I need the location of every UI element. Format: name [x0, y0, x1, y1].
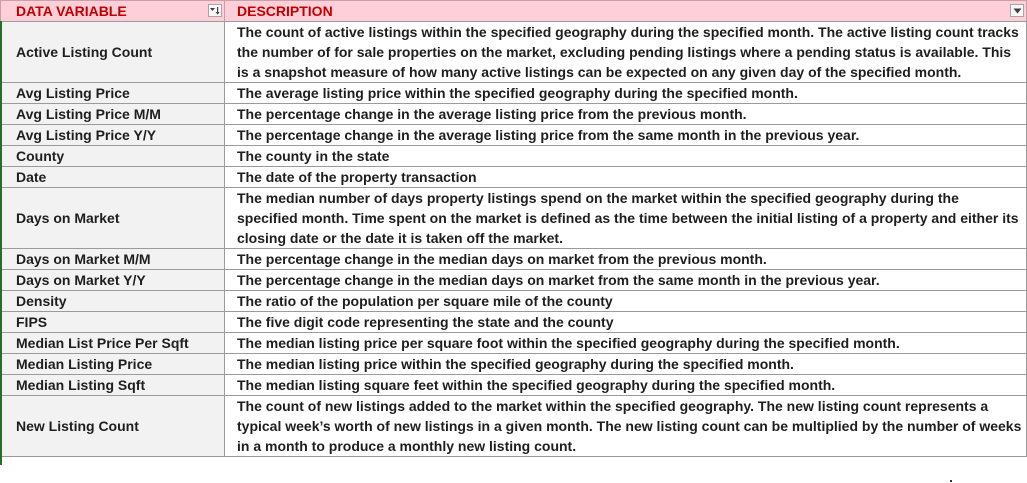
- description-cell[interactable]: The average listing price within the spe…: [224, 82, 1027, 104]
- data-variable-cell[interactable]: Active Listing Count: [0, 21, 225, 83]
- description-cell[interactable]: The date of the property transaction: [224, 166, 1027, 188]
- dropdown-filter-icon[interactable]: [1010, 4, 1024, 17]
- sort-filter-icon[interactable]: [208, 4, 222, 17]
- data-dictionary-table: DATA VARIABLE DESCRIPTION: [0, 0, 1027, 457]
- header-data-variable-label: DATA VARIABLE: [16, 3, 127, 19]
- description-cell[interactable]: The percentage change in the average lis…: [224, 124, 1027, 146]
- table-row: Avg Listing Price Y/Y The percentage chan…: [0, 124, 1027, 146]
- table-row: Median Listing Price The median listing p…: [0, 353, 1027, 375]
- table-row: Density The ratio of the population per s…: [0, 290, 1027, 312]
- table-row: Days on Market M/M The percentage change …: [0, 248, 1027, 270]
- data-variable-cell[interactable]: Median Listing Sqft: [0, 374, 225, 396]
- data-variable-cell[interactable]: Density: [0, 290, 225, 312]
- table-row: New Listing Count The count of new listin…: [0, 395, 1027, 457]
- table-row: Avg Listing Price The average listing pri…: [0, 82, 1027, 104]
- table-row: County The county in the state: [0, 145, 1027, 167]
- table-row: FIPS The five digit code representing the…: [0, 311, 1027, 333]
- data-variable-cell[interactable]: Date: [0, 166, 225, 188]
- table-row: Median List Price Per Sqft The median lis…: [0, 332, 1027, 354]
- description-cell[interactable]: The median number of days property listi…: [224, 187, 1027, 249]
- data-variable-cell[interactable]: Avg Listing Price Y/Y: [0, 124, 225, 146]
- header-row: DATA VARIABLE DESCRIPTION: [0, 0, 1027, 22]
- header-description[interactable]: DESCRIPTION: [224, 0, 1027, 22]
- header-data-variable[interactable]: DATA VARIABLE: [0, 0, 225, 22]
- data-variable-cell[interactable]: Avg Listing Price M/M: [0, 103, 225, 125]
- description-cell[interactable]: The median listing square feet within th…: [224, 374, 1027, 396]
- data-variable-cell[interactable]: New Listing Count: [0, 395, 225, 457]
- data-variable-cell[interactable]: Median List Price Per Sqft: [0, 332, 225, 354]
- table-row: Days on Market Y/Y The percentage change …: [0, 269, 1027, 291]
- description-cell[interactable]: The percentage change in the median days…: [224, 248, 1027, 270]
- table-row: Median Listing Sqft The median listing sq…: [0, 374, 1027, 396]
- data-variable-cell[interactable]: County: [0, 145, 225, 167]
- data-variable-cell[interactable]: Median Listing Price: [0, 353, 225, 375]
- table-row: Avg Listing Price M/M The percentage chan…: [0, 103, 1027, 125]
- data-variable-cell[interactable]: Days on Market Y/Y: [0, 269, 225, 291]
- data-variable-cell[interactable]: Days on Market: [0, 187, 225, 249]
- table-row: Active Listing Count The count of active …: [0, 21, 1027, 83]
- data-variable-cell[interactable]: Avg Listing Price: [0, 82, 225, 104]
- description-cell[interactable]: The percentage change in the median days…: [224, 269, 1027, 291]
- spreadsheet-table-region: DATA VARIABLE DESCRIPTION: [0, 0, 1027, 465]
- description-cell[interactable]: The count of active listings within the …: [224, 21, 1027, 83]
- description-cell[interactable]: The median listing price within the spec…: [224, 353, 1027, 375]
- data-variable-cell[interactable]: FIPS: [0, 311, 225, 333]
- table-row: Date The date of the property transaction: [0, 166, 1027, 188]
- header-description-label: DESCRIPTION: [237, 3, 333, 19]
- row-selection-edge: [0, 21, 2, 465]
- data-variable-cell[interactable]: Days on Market M/M: [0, 248, 225, 270]
- table-row: Days on Market The median number of days …: [0, 187, 1027, 249]
- description-cell[interactable]: The median listing price per square foot…: [224, 332, 1027, 354]
- description-cell[interactable]: The five digit code representing the sta…: [224, 311, 1027, 333]
- cell-cursor-mark: [950, 480, 952, 482]
- description-cell[interactable]: The ratio of the population per square m…: [224, 290, 1027, 312]
- description-cell[interactable]: The count of new listings added to the m…: [224, 395, 1027, 457]
- description-cell[interactable]: The county in the state: [224, 145, 1027, 167]
- description-cell[interactable]: The percentage change in the average lis…: [224, 103, 1027, 125]
